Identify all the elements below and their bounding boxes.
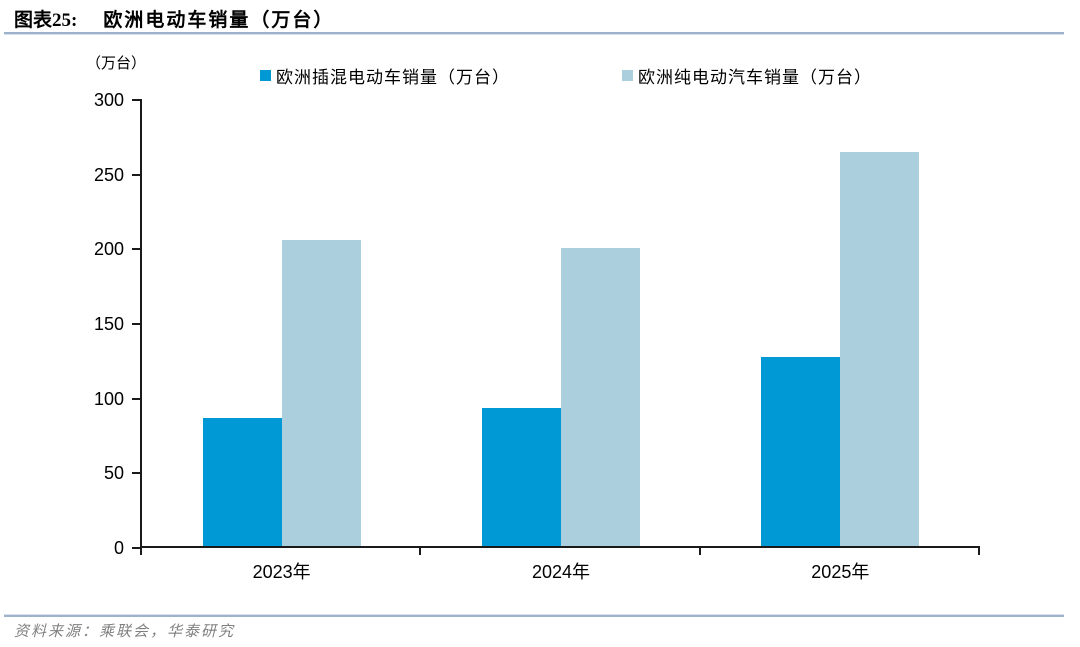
source-note: 资料来源：乘联会，华泰研究 [14,624,236,640]
legend-label-phev: 欧洲插混电动车销量（万台） [276,68,510,87]
x-label-2025年: 2025年 [811,562,870,582]
legend-item-phev: 欧洲插混电动车销量（万台） [260,63,510,88]
y-tick-label-150: 150 [93,314,124,334]
bar-bev-2023年 [281,240,361,548]
footer-divider [4,614,1064,617]
y-tick-label-50: 50 [103,463,124,484]
y-tick-300 [132,99,140,101]
y-tick-label-200: 200 [93,239,124,260]
legend-swatch-bev-icon [622,70,633,81]
legend-item-bev: 欧洲纯电动汽车销量（万台） [622,63,872,88]
chart-legend: 欧洲插混电动车销量（万台） 欧洲纯电动汽车销量（万台） [260,63,872,88]
y-axis-line [140,99,142,555]
y-axis-unit-label: （万台） [86,55,147,72]
x-tick-1 [419,548,422,555]
x-tick-0 [140,548,142,555]
figure-header: 图表25: 欧洲电动车销量（万台） [14,5,334,32]
y-tick-150 [132,323,140,325]
y-tick-0 [132,547,140,549]
x-tick-3 [978,548,980,555]
y-tick-label-0: 0 [113,538,124,558]
y-tick-label-250: 250 [93,164,124,185]
bar-phev-2023年 [202,418,282,548]
bar-bev-2025年 [840,152,920,548]
bar-phev-2024年 [482,407,561,548]
legend-label-bev: 欧洲纯电动汽车销量（万台） [638,68,872,87]
y-tick-250 [132,173,140,176]
y-tick-label-100: 100 [93,388,124,409]
bar-bev-2024年 [561,247,640,548]
x-tick-2 [698,548,701,555]
figure-label: 图表25: [14,10,78,31]
bar-phev-2025年 [761,356,841,548]
y-tick-50 [132,472,140,475]
x-label-2023年: 2023年 [252,562,311,582]
y-tick-100 [132,397,140,400]
y-tick-200 [132,248,140,251]
y-tick-label-300: 300 [93,90,124,110]
x-axis-line [140,546,980,548]
figure-title: 欧洲电动车销量（万台） [103,10,335,31]
x-label-2024年: 2024年 [531,562,591,582]
legend-swatch-phev-icon [260,70,271,81]
header-divider [4,32,1064,35]
